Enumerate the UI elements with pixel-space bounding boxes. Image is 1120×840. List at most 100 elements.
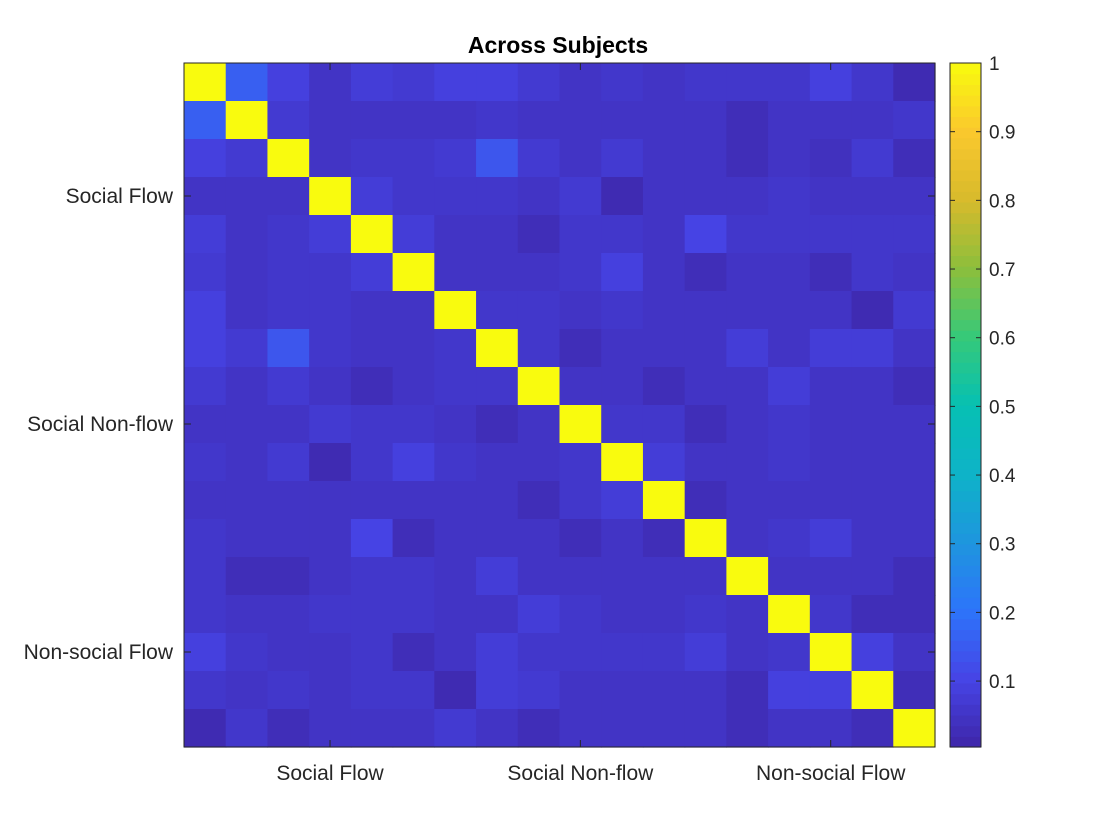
heatmap-cell	[350, 709, 394, 748]
heatmap-cell	[726, 215, 769, 254]
heatmap-cell	[809, 557, 853, 596]
heatmap-cell	[225, 595, 269, 634]
heatmap-cell	[517, 329, 561, 368]
heatmap-cell	[726, 101, 769, 140]
colorbar-tick-label: 0.2	[989, 603, 1015, 624]
heatmap-cell	[851, 101, 894, 140]
heatmap-cell	[225, 139, 269, 178]
colorbar-segment	[950, 597, 981, 609]
heatmap-cell	[726, 709, 769, 748]
heatmap-cell	[392, 481, 435, 520]
heatmap-cell	[851, 329, 894, 368]
heatmap-cell	[559, 671, 602, 710]
heatmap-cell	[517, 595, 561, 634]
heatmap-cell	[601, 253, 644, 292]
heatmap-cell	[601, 709, 644, 748]
heatmap-cell	[309, 253, 352, 292]
heatmap-cell	[517, 139, 561, 178]
heatmap-cell	[392, 709, 435, 748]
heatmap-cell	[476, 253, 519, 292]
heatmap-cell	[726, 253, 769, 292]
heatmap-cell	[350, 633, 394, 672]
heatmap-cell	[267, 253, 310, 292]
heatmap-cell	[476, 101, 519, 140]
heatmap-cell	[267, 63, 310, 102]
colorbar-segment	[950, 340, 981, 353]
heatmap-cell	[893, 291, 936, 330]
colorbar-segment	[950, 522, 981, 534]
heatmap-cell	[768, 63, 811, 102]
colorbar-segment	[950, 84, 981, 96]
heatmap-cell	[893, 215, 936, 254]
heatmap-cell	[809, 253, 853, 292]
heatmap-cell	[726, 443, 769, 482]
heatmap-cell	[642, 215, 686, 254]
heatmap-cell	[309, 405, 352, 444]
heatmap-cell	[309, 101, 352, 140]
heatmap-cell	[601, 595, 644, 634]
heatmap-cell	[225, 671, 269, 710]
heatmap-cell	[184, 101, 227, 140]
heatmap-cell	[434, 63, 477, 102]
heatmap-cell	[601, 291, 644, 330]
colorbar-segment	[950, 234, 981, 246]
heatmap-cell	[559, 215, 602, 254]
colorbar-segment	[950, 704, 981, 716]
heatmap-cell	[768, 253, 811, 292]
colorbar-segment	[950, 650, 981, 663]
colorbar-segment	[950, 127, 981, 139]
colorbar-segment	[950, 276, 981, 289]
heatmap-cell	[184, 671, 227, 710]
heatmap-cell	[392, 215, 435, 254]
heatmap-cell	[684, 557, 727, 596]
heatmap-cell	[392, 633, 435, 672]
heatmap-cell	[392, 253, 435, 292]
heatmap-cell	[184, 291, 227, 330]
heatmap-cell	[434, 215, 477, 254]
heatmap-cell	[267, 101, 310, 140]
heatmap-cell	[893, 443, 936, 482]
heatmap-cell	[642, 101, 686, 140]
heatmap-cell	[726, 633, 769, 672]
heatmap-cell	[517, 215, 561, 254]
heatmap-cell	[559, 481, 602, 520]
colorbar-segment	[950, 458, 981, 470]
heatmap-cell	[768, 443, 811, 482]
colorbar-segment	[950, 608, 981, 620]
heatmap-cell	[267, 405, 310, 444]
heatmap-cell	[267, 481, 310, 520]
heatmap-cell	[601, 519, 644, 558]
heatmap-cell	[434, 519, 477, 558]
heatmap-cell	[434, 633, 477, 672]
heatmap-cell	[642, 405, 686, 444]
colorbar-segment	[950, 212, 981, 224]
heatmap-cell	[267, 443, 310, 482]
colorbar-segment	[950, 426, 981, 438]
heatmap-cell	[267, 595, 310, 634]
heatmap-cell	[684, 215, 727, 254]
heatmap-cell	[434, 253, 477, 292]
heatmap-cell	[726, 405, 769, 444]
heatmap-cell	[225, 329, 269, 368]
heatmap-cell	[517, 709, 561, 748]
heatmap-cell	[559, 557, 602, 596]
heatmap-cell	[225, 215, 269, 254]
heatmap-cell	[517, 367, 561, 406]
heatmap-cell	[559, 177, 602, 216]
heatmap-cell	[684, 329, 727, 368]
plot-axes-box	[183, 62, 936, 748]
heatmap-cell	[476, 177, 519, 216]
heatmap-cell	[350, 519, 394, 558]
heatmap-cell	[350, 139, 394, 178]
heatmap-cell	[434, 177, 477, 216]
colorbar-segment	[950, 73, 981, 85]
heatmap-cell	[809, 291, 853, 330]
heatmap-cell	[350, 177, 394, 216]
heatmap-cell	[350, 367, 394, 406]
heatmap-cell	[851, 405, 894, 444]
heatmap-cell	[559, 443, 602, 482]
colorbar-segment	[950, 586, 981, 598]
heatmap-cell	[893, 367, 936, 406]
heatmap-cell	[684, 671, 727, 710]
heatmap-cell	[517, 633, 561, 672]
